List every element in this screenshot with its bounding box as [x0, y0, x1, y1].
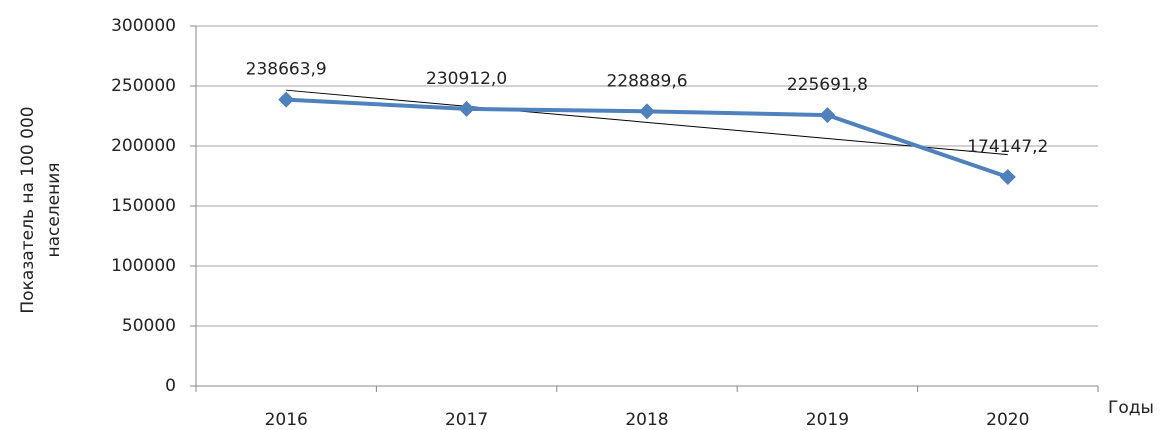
- y-tick-label: 0: [165, 376, 176, 396]
- y-axis-label: Показатель на 100 000: [18, 106, 38, 313]
- x-tick-label: 2019: [806, 410, 849, 430]
- y-tick-label: 300000: [111, 16, 176, 36]
- x-tick-label: 2017: [445, 410, 488, 430]
- x-axis-label: Годы: [1108, 398, 1154, 418]
- trend-line: [286, 89, 1008, 156]
- data-point: [819, 107, 836, 124]
- x-tick-label: 2016: [265, 410, 308, 430]
- data-label: 238663,9: [246, 60, 327, 80]
- y-tick-label: 150000: [111, 196, 176, 216]
- data-label: 225691,8: [787, 75, 868, 95]
- x-tick-label: 2018: [625, 410, 668, 430]
- data-point: [458, 100, 475, 117]
- y-tick-label: 200000: [111, 136, 176, 156]
- data-point: [639, 103, 655, 120]
- data-label: 174147,2: [967, 137, 1048, 157]
- y-tick-label: 100000: [111, 256, 176, 276]
- data-label: 228889,6: [606, 71, 687, 91]
- data-point: [278, 91, 295, 108]
- data-label: 230912,0: [426, 69, 507, 89]
- y-tick-label: 250000: [111, 76, 176, 96]
- data-point: [999, 169, 1016, 186]
- y-axis-label: населения: [44, 162, 64, 257]
- y-tick-label: 50000: [122, 316, 176, 336]
- x-tick-label: 2020: [986, 410, 1029, 430]
